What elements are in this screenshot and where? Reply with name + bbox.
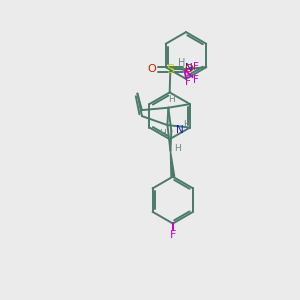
- Text: F: F: [169, 230, 176, 240]
- Text: N: N: [176, 124, 184, 135]
- Text: H: H: [174, 144, 180, 153]
- Text: F: F: [185, 77, 191, 87]
- Text: H: H: [183, 120, 190, 129]
- Text: F: F: [193, 62, 199, 72]
- Text: H: H: [178, 58, 185, 68]
- Text: O: O: [184, 64, 193, 74]
- Text: F: F: [193, 75, 199, 85]
- Text: S: S: [166, 63, 174, 76]
- Text: O: O: [147, 64, 156, 74]
- Text: N: N: [185, 63, 193, 73]
- Polygon shape: [170, 151, 175, 177]
- Text: H: H: [159, 129, 165, 138]
- Text: H: H: [169, 95, 175, 104]
